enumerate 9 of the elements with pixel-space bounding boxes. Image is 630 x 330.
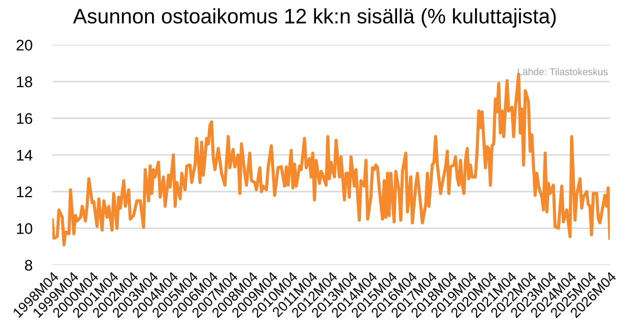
chart-title: Asunnon ostoaikomus 12 kk:n sisällä (% kuluttajista) xyxy=(73,8,556,28)
y-tick-label: 8 xyxy=(25,260,32,271)
y-tick-label: 10 xyxy=(17,223,32,234)
y-tick-label: 20 xyxy=(16,40,32,51)
y-tick-label: 14 xyxy=(17,150,32,160)
y-tick-label: 12 xyxy=(17,186,32,198)
y-tick-label: 18 xyxy=(17,76,32,88)
y-tick-label: 16 xyxy=(17,113,32,124)
annotation: Lähde: Tilastokeskus xyxy=(518,68,608,76)
